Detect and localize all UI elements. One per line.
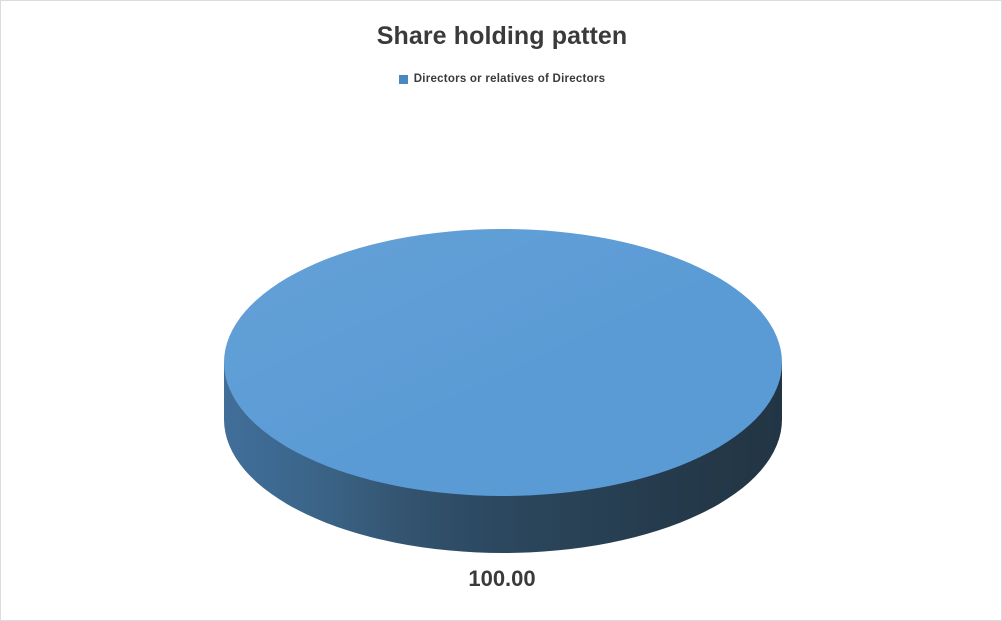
chart-title: Share holding patten bbox=[376, 22, 628, 50]
pie-chart-3d[interactable] bbox=[222, 227, 784, 553]
chart-legend: Directors or relatives of Directors bbox=[1, 73, 1001, 85]
legend-item-directors[interactable]: Directors or relatives of Directors bbox=[398, 73, 606, 85]
pie-data-label: 100.00 bbox=[468, 566, 536, 591]
legend-item-label: Directors or relatives of Directors bbox=[413, 73, 606, 85]
pie-top-highlight bbox=[224, 229, 782, 496]
square-marker-icon bbox=[398, 74, 408, 84]
pie-slice-directors-or-relatives-of-directors[interactable] bbox=[224, 229, 782, 496]
